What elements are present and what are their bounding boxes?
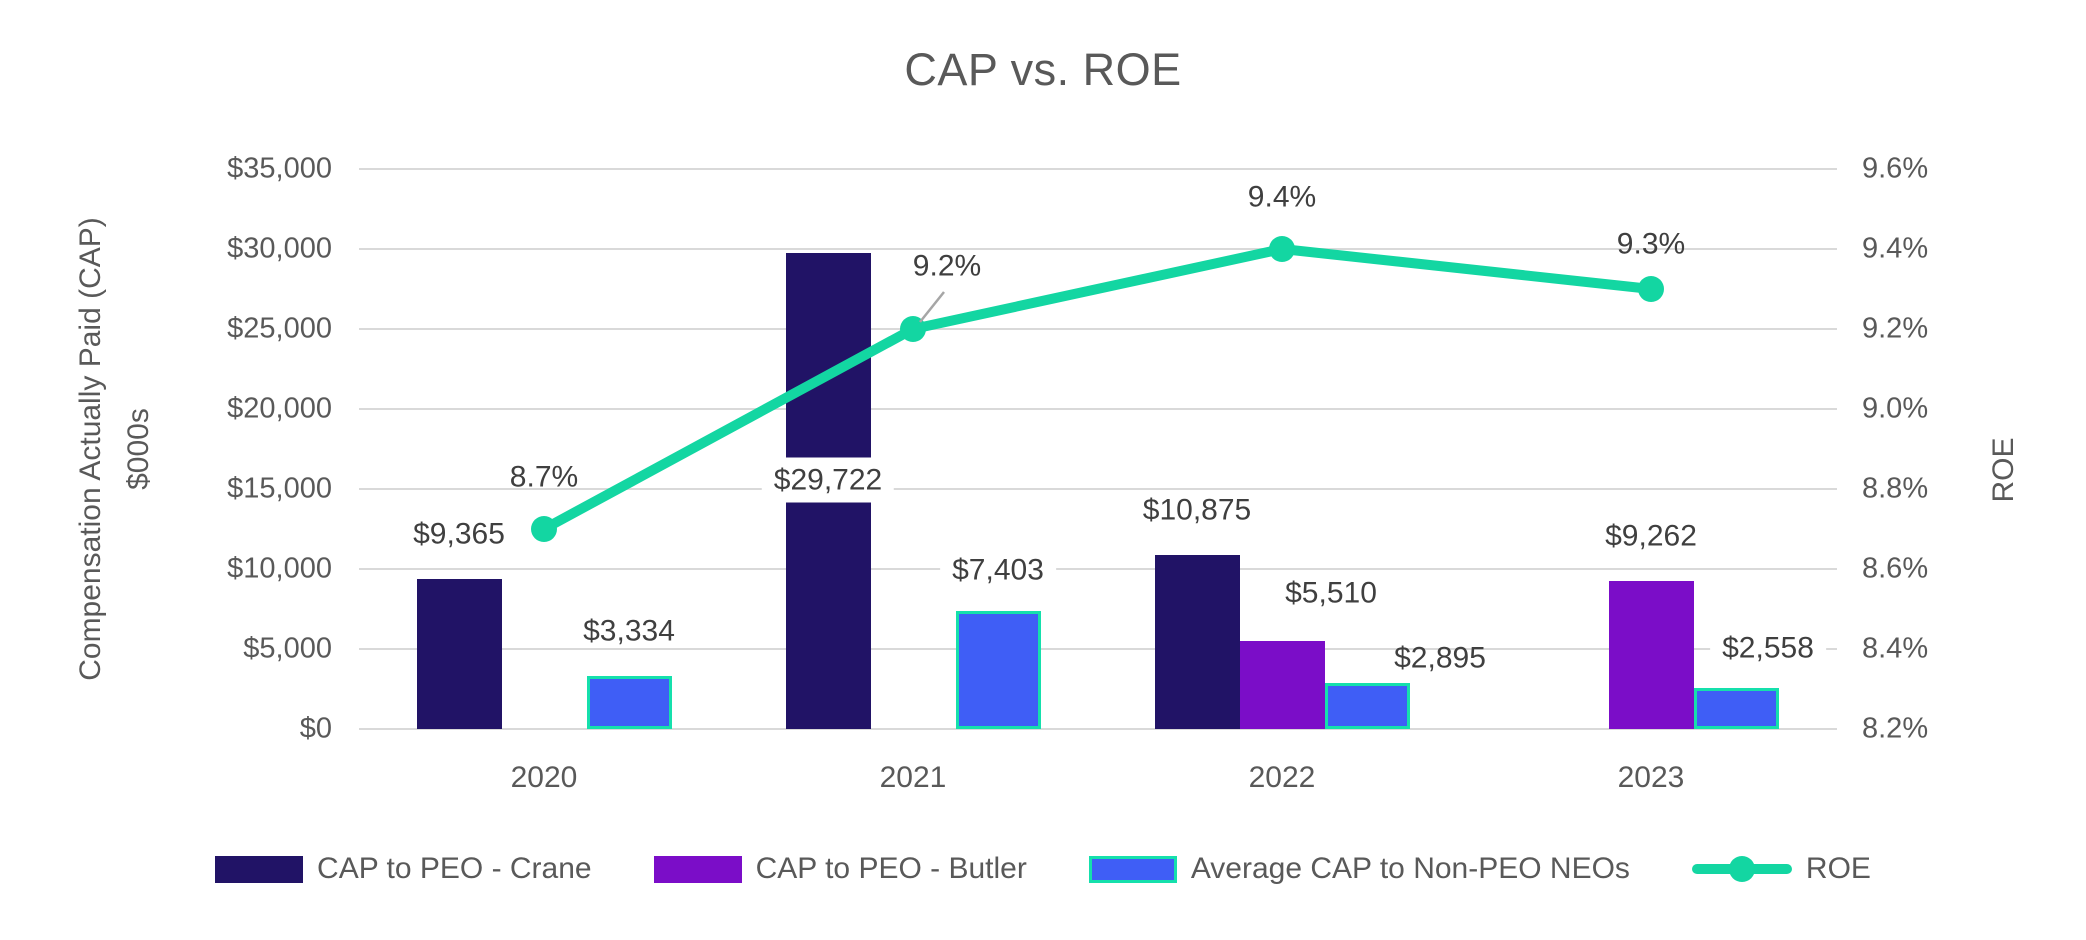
data-label: $10,875 <box>1142 493 1252 527</box>
data-label: 9.2% <box>912 249 982 283</box>
left-axis-tick: $10,000 <box>227 552 332 585</box>
legend-label-crane: CAP to PEO - Crane <box>317 852 592 885</box>
bar-average-cap-to-non-peo-neos-2020 <box>586 675 672 729</box>
roe-legend-dot <box>1728 856 1755 882</box>
left-axis-tick: $25,000 <box>227 312 332 345</box>
roe-marker-2020 <box>531 516 557 542</box>
data-label: 9.4% <box>1247 180 1317 214</box>
legend: CAP to PEO - Crane CAP to PEO - Butler A… <box>0 852 2086 886</box>
right-axis-tick: 8.8% <box>1862 472 1929 505</box>
right-axis-tick: 8.4% <box>1862 632 1929 665</box>
x-axis-label-2021: 2021 <box>879 761 947 794</box>
data-label: $2,558 <box>1710 625 1826 671</box>
bar-cap-to-peo-crane-2022 <box>1154 555 1240 729</box>
right-axis-tick: 9.0% <box>1862 392 1929 425</box>
gridline <box>359 168 1837 170</box>
left-axis-tick: $30,000 <box>227 232 332 265</box>
roe-marker-2023 <box>1638 276 1664 302</box>
left-axis-tick: $20,000 <box>227 392 332 425</box>
data-label: 9.3% <box>1616 227 1686 261</box>
roe-line-path <box>539 244 1656 534</box>
data-label: $29,722 <box>761 457 895 503</box>
crane-series-swatch <box>215 855 304 883</box>
neos-series-swatch <box>1088 855 1177 883</box>
legend-label-neos: Average CAP to Non-PEO NEOs <box>1190 852 1630 885</box>
gridline <box>359 328 1837 330</box>
right-axis-tick: 9.2% <box>1862 312 1929 345</box>
data-label: 8.7% <box>509 460 579 494</box>
left-axis-title-line1: Compensation Actually Paid (CAP) <box>74 217 107 681</box>
bar-average-cap-to-non-peo-neos-2022 <box>1324 682 1410 729</box>
gridline <box>359 408 1837 410</box>
data-label: $3,334 <box>583 614 675 648</box>
bar-average-cap-to-non-peo-neos-2021 <box>955 610 1041 729</box>
chart-title: CAP vs. ROE <box>904 44 1182 95</box>
data-label: $9,365 <box>413 517 505 551</box>
legend-label-roe: ROE <box>1805 852 1871 885</box>
gridline <box>359 248 1837 250</box>
left-axis-tick: $5,000 <box>243 632 332 665</box>
x-axis-label-2022: 2022 <box>1248 761 1316 794</box>
left-axis-title-units: $000s <box>122 408 155 490</box>
data-label: $2,895 <box>1394 641 1486 675</box>
left-axis-tick: $15,000 <box>227 472 332 505</box>
x-axis-label-2023: 2023 <box>1617 761 1685 794</box>
label-leader-line <box>919 291 945 323</box>
right-axis-title: ROE <box>1987 437 2020 503</box>
legend-item-avg-non-peo-neos: Average CAP to Non-PEO NEOs <box>1088 852 1630 886</box>
gridline <box>359 728 1837 730</box>
legend-item-cap-peo-butler: CAP to PEO - Butler <box>653 852 1027 886</box>
data-label: $7,403 <box>940 547 1056 593</box>
right-axis-tick: 8.6% <box>1862 552 1929 585</box>
legend-label-butler: CAP to PEO - Butler <box>755 852 1027 885</box>
left-axis-tick: $35,000 <box>227 152 332 185</box>
legend-item-cap-peo-crane: CAP to PEO - Crane <box>215 852 592 886</box>
roe-line-marker-icon <box>1691 855 1792 883</box>
gridline <box>359 568 1837 570</box>
gridline <box>359 648 1837 650</box>
right-axis-tick: 8.2% <box>1862 712 1929 745</box>
legend-item-roe: ROE <box>1691 852 1871 886</box>
left-axis-title: Compensation Actually Paid (CAP) $000s <box>67 217 163 681</box>
bar-cap-to-peo-crane-2020 <box>416 579 502 729</box>
butler-series-swatch <box>653 855 742 883</box>
right-axis-tick: 9.6% <box>1862 152 1929 185</box>
data-label: $5,510 <box>1285 576 1377 610</box>
bar-average-cap-to-non-peo-neos-2023 <box>1693 688 1779 729</box>
right-axis-tick: 9.4% <box>1862 232 1929 265</box>
x-axis-label-2020: 2020 <box>510 761 578 794</box>
data-label: $9,262 <box>1605 519 1697 553</box>
left-axis-tick: $0 <box>299 712 332 745</box>
bar-cap-to-peo-butler-2023 <box>1608 580 1694 729</box>
gridline <box>359 488 1837 490</box>
bar-cap-to-peo-butler-2022 <box>1239 640 1325 729</box>
